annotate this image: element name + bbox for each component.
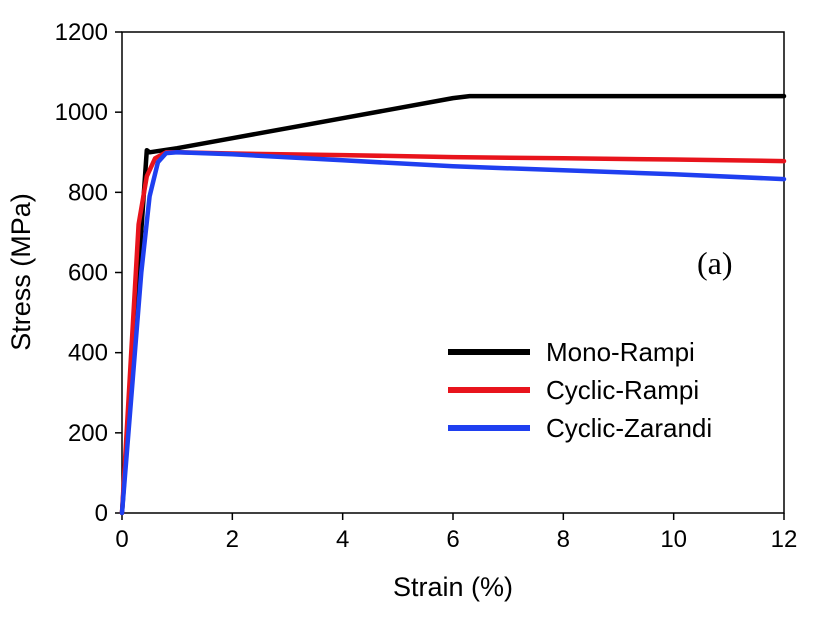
y-tick-label: 1200 — [55, 19, 108, 46]
x-tick-label: 4 — [336, 526, 349, 553]
x-axis-title: Strain (%) — [393, 572, 513, 602]
series-line-cyclic-rampi — [119, 150, 787, 516]
y-tick-label: 400 — [68, 340, 108, 367]
legend-label: Cyclic-Rampi — [546, 375, 699, 405]
x-tick-label: 12 — [771, 526, 798, 553]
series-line-cyclic-zarandi — [119, 150, 787, 516]
x-axis-ticks: 0 2 4 6 8 10 12 — [115, 513, 797, 553]
x-tick-label: 8 — [557, 526, 570, 553]
y-tick-label: 200 — [68, 420, 108, 447]
legend-label: Mono-Rampi — [546, 337, 695, 367]
y-axis-title: Stress (MPa) — [6, 193, 36, 351]
legend: Mono-Rampi Cyclic-Rampi Cyclic-Zarandi — [448, 337, 712, 443]
series-lines — [119, 93, 787, 516]
y-tick-label: 1000 — [55, 99, 108, 126]
x-tick-label: 6 — [446, 526, 459, 553]
x-tick-label: 0 — [115, 526, 128, 553]
series-line-mono-rampi — [119, 93, 787, 516]
y-axis-ticks: 0 200 400 600 800 1000 1200 — [55, 19, 122, 527]
y-tick-label: 600 — [68, 260, 108, 287]
legend-label: Cyclic-Zarandi — [546, 413, 712, 443]
annotation-label: (a) — [697, 245, 733, 281]
y-tick-label: 0 — [95, 500, 108, 527]
y-tick-label: 800 — [68, 179, 108, 206]
x-tick-label: 10 — [660, 526, 687, 553]
x-tick-label: 2 — [226, 526, 239, 553]
